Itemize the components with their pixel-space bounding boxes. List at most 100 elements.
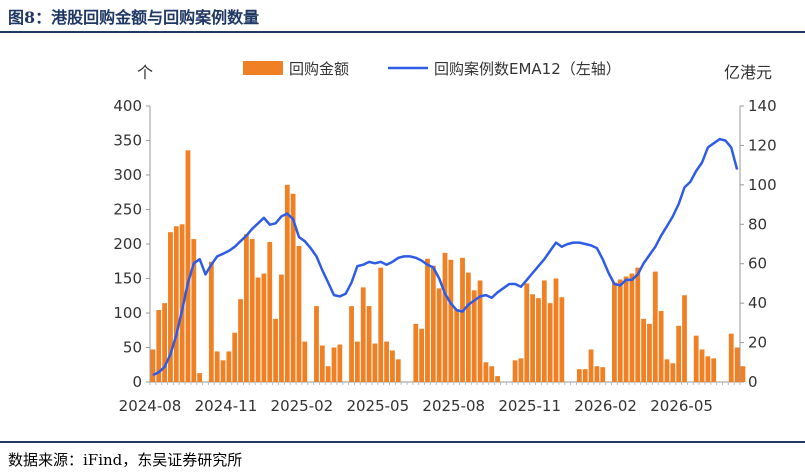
- bar: [220, 360, 226, 382]
- bar: [378, 267, 384, 382]
- bar: [682, 295, 687, 382]
- bar: [536, 298, 541, 382]
- bar: [284, 184, 290, 382]
- bar: [413, 323, 419, 382]
- bar: [541, 280, 547, 382]
- bar: [693, 335, 699, 382]
- ema-line: [152, 137, 739, 377]
- legend-label-line: 回购案例数EMA12（左轴）: [434, 60, 621, 78]
- bar: [728, 333, 734, 382]
- left-tick-label: 200: [113, 235, 142, 253]
- bar: [325, 366, 331, 382]
- bar: [594, 366, 600, 382]
- legend-swatch-bar: [243, 61, 283, 75]
- bar: [530, 294, 536, 382]
- bar: [302, 341, 308, 382]
- bar: [699, 349, 705, 382]
- bar: [524, 283, 530, 382]
- bar: [430, 265, 436, 382]
- bar: [454, 309, 460, 382]
- bar: [664, 359, 670, 382]
- bar: [670, 363, 676, 382]
- bar: [582, 369, 588, 382]
- bar: [425, 258, 430, 382]
- bar: [740, 366, 746, 382]
- right-tick-label: 60: [748, 255, 767, 273]
- x-tick-label: 2025-05: [346, 397, 409, 415]
- bar: [652, 271, 658, 382]
- bar: [214, 351, 220, 382]
- bar: [249, 239, 255, 382]
- bar: [489, 366, 495, 382]
- bar: [471, 290, 477, 382]
- bar: [547, 303, 553, 382]
- x-tick-label: 2024-11: [195, 397, 258, 415]
- bar: [331, 347, 337, 382]
- bar: [588, 349, 594, 382]
- bar: [261, 273, 267, 382]
- bar: [349, 306, 354, 382]
- bar: [465, 272, 471, 382]
- bar: [290, 193, 296, 382]
- left-tick-label: 250: [113, 201, 142, 219]
- bar: [208, 261, 214, 382]
- bar: [419, 328, 425, 382]
- bar: [185, 150, 191, 382]
- bar: [372, 343, 378, 382]
- bar: [477, 280, 483, 382]
- bar: [483, 362, 489, 382]
- bar: [243, 234, 249, 382]
- bar: [460, 257, 465, 382]
- bar: [448, 259, 454, 382]
- bar: [641, 318, 647, 382]
- bar: [559, 297, 565, 382]
- bar: [354, 341, 360, 382]
- bar: [384, 341, 389, 382]
- bar: [576, 369, 582, 382]
- left-tick-label: 100: [113, 304, 142, 322]
- bar: [267, 242, 273, 382]
- right-tick-label: 120: [748, 136, 777, 154]
- bar: [255, 277, 261, 382]
- bar: [162, 303, 167, 382]
- bar: [337, 344, 343, 382]
- right-axis-unit-label: 亿港元: [724, 63, 772, 82]
- bar: [319, 345, 325, 382]
- left-tick-label: 300: [113, 166, 142, 184]
- bar: [314, 306, 319, 382]
- x-tick-label: 2025-08: [422, 397, 485, 415]
- bar: [711, 358, 717, 382]
- bar: [395, 359, 401, 382]
- bar: [705, 356, 711, 382]
- bar: [436, 288, 442, 382]
- bar: [390, 350, 395, 382]
- bar: [676, 325, 682, 382]
- right-tick-label: 20: [748, 334, 767, 352]
- x-tick-label: 2026-05: [650, 397, 713, 415]
- bar: [226, 351, 232, 382]
- x-tick-label: 2025-02: [271, 397, 334, 415]
- bar: [232, 332, 238, 382]
- bar: [179, 224, 185, 382]
- bar: [553, 278, 559, 382]
- bar: [495, 376, 500, 382]
- bar: [238, 299, 243, 382]
- left-tick-label: 0: [132, 373, 142, 391]
- left-tick-label: 50: [123, 339, 142, 357]
- left-axis-unit-label: 个: [137, 63, 153, 82]
- bar: [734, 347, 740, 382]
- right-tick-label: 40: [748, 294, 767, 312]
- source-note: 数据来源：iFind，东吴证券研究所: [8, 451, 243, 469]
- bar: [173, 226, 179, 382]
- title-divider: [0, 31, 805, 33]
- right-tick-label: 140: [748, 97, 777, 115]
- footer-divider: [0, 441, 805, 443]
- bar: [168, 232, 173, 382]
- chart-title: 图8：港股回购金额与回购案例数量: [8, 8, 260, 27]
- left-tick-label: 350: [113, 132, 142, 150]
- bar: [617, 279, 623, 382]
- right-tick-label: 0: [748, 373, 758, 391]
- legend-label-bar: 回购金额: [289, 60, 349, 78]
- bar: [658, 311, 664, 382]
- bar: [600, 367, 606, 382]
